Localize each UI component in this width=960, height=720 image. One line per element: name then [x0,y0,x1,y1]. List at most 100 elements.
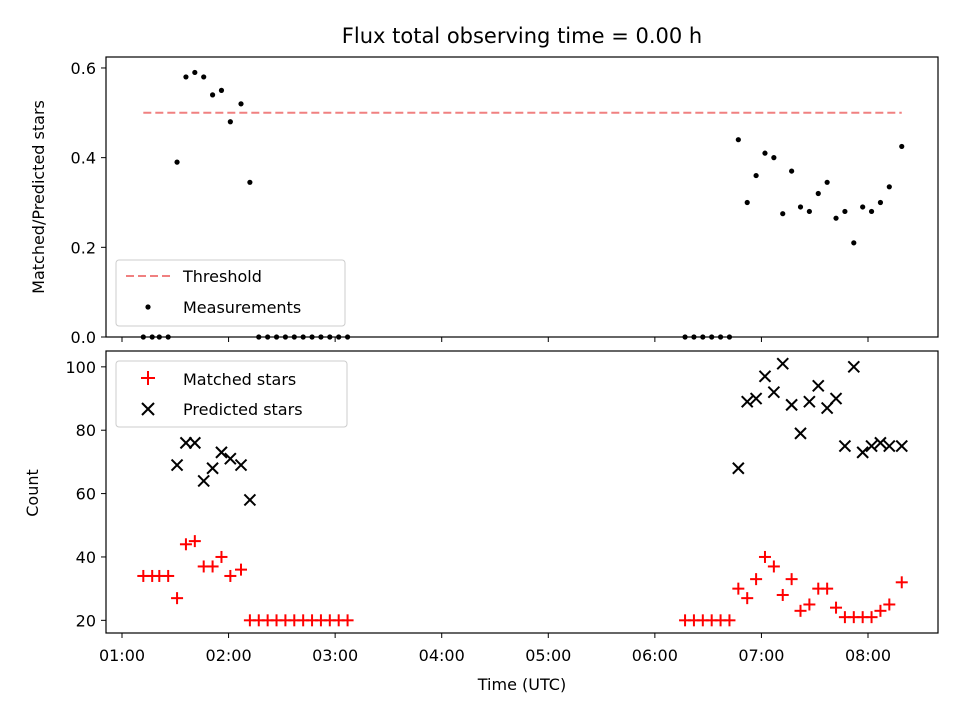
matched-stars-point [224,569,237,582]
predicted-stars-point [895,439,908,453]
matched-stars-point [206,560,219,573]
measurement-point [183,74,189,80]
top-ytick-label: 0.0 [71,328,96,347]
measurement-point [780,211,786,217]
bottom-ytick-label: 80 [76,421,96,440]
measurement-point [744,199,750,206]
predicted-stars-point [170,458,184,472]
measurement-point [227,119,233,125]
matched-stars-point [741,592,754,605]
measurement-point [735,137,741,143]
chart-title: Flux total observing time = 0.00 h [342,24,702,48]
matched-stars-point [235,563,248,576]
predicted-stars-point [829,392,843,405]
predicted-stars-point [812,379,825,393]
measurement-point [877,199,884,206]
bottom-panel: 20 40 60 80 100 01:00 02:00 03:00 04:00 05:00 06:0… [23,350,939,694]
measurement-point [886,184,892,190]
bottom-xtick-label: 04:00 [419,646,465,665]
measurement-point [771,155,777,161]
matched-stars-point [188,535,201,548]
measurement-point [238,101,244,107]
bottom-xtick-label: 01:00 [99,646,145,665]
measurement-point [824,179,830,185]
measurement-point [174,159,180,165]
matched-stars-point [776,588,789,601]
predicted-stars-point [874,436,887,450]
matched-stars-legend-swatch [141,371,155,385]
bottom-plot-frame [105,350,939,634]
matched-stars-point [732,582,745,595]
top-ylabel: Matched/Predicted stars [29,100,48,294]
matched-stars-point [883,598,896,611]
bottom-xtick-label: 08:00 [845,646,891,665]
matched-stars-point [750,573,763,586]
matched-stars-point [179,538,192,551]
predicted-stars-point [234,458,248,472]
predicted-stars-point [883,439,896,453]
top-legend: Threshold Measurements [115,259,346,327]
matched-stars-point [874,604,887,617]
bottom-ylabel: Count [23,469,42,517]
bottom-xtick-label: 02:00 [206,646,252,665]
bottom-xtick-label: 07:00 [738,646,784,665]
measurement-point [868,208,875,215]
predicted-stars-point [838,439,852,453]
predicted-stars-point [741,395,754,408]
top-ytick-label: 0.4 [71,149,96,168]
bottom-xlabel: Time (UTC) [477,675,566,694]
measurement-point [762,150,768,156]
predicted-stars-point [856,446,869,459]
predicted-stars-point [820,401,834,415]
matched-stars-point [767,560,780,573]
top-ytick-label: 0.2 [71,238,96,257]
predicted-stars-point [803,395,816,408]
matched-stars-point [758,550,771,563]
predicted-stars-legend-swatch [141,402,155,416]
measurements-legend-label: Measurements [183,298,301,317]
predicted-stars-point [243,493,257,507]
matched-stars-point [830,601,843,614]
bottom-ytick-label: 100 [65,358,96,377]
predicted-stars-point [224,452,237,465]
measurement-point [201,74,207,80]
predicted-stars-point [767,385,781,399]
predicted-stars-point [865,439,878,453]
bottom-legend-frame [115,360,348,428]
bottom-xtick-label: 03:00 [312,646,358,665]
top-ytick-label: 0.6 [71,59,96,78]
bottom-xtick-label: 05:00 [525,646,571,665]
predicted-stars-point [732,462,745,475]
predicted-stars-point [206,462,219,475]
predicted-stars-point [179,436,193,450]
predicted-stars-point [215,446,228,459]
predicted-stars-point [188,436,202,450]
matched-stars-point [821,582,834,595]
top-plot-frame [105,56,939,338]
matched-stars-point [785,573,798,586]
predicted-stars-point [749,392,763,405]
measurement-point [789,168,795,174]
measurement-point [218,87,225,93]
bottom-xtick-label: 06:00 [632,646,678,665]
measurements-legend-swatch [145,304,151,310]
measurement-point [753,172,759,179]
measurement-point [815,190,821,197]
measurement-point [806,208,812,215]
bottom-ytick-label: 40 [76,548,96,567]
predicted-stars-point [776,357,789,370]
matched-stars-point [171,592,184,605]
bottom-ytick-label: 60 [76,485,96,504]
bottom-ytick-label: 20 [76,611,96,630]
measurement-point [192,69,198,76]
matched-stars-point [215,550,228,563]
matched-stars-legend-label: Matched stars [183,370,296,389]
predicted-stars-point [197,474,210,488]
matched-stars-point [341,614,354,627]
measurement-point [860,204,866,210]
matched-stars-point [865,611,878,624]
matched-stars-point [803,598,816,611]
measurement-point [851,240,857,246]
predicted-stars-legend-label: Predicted stars [183,400,303,419]
